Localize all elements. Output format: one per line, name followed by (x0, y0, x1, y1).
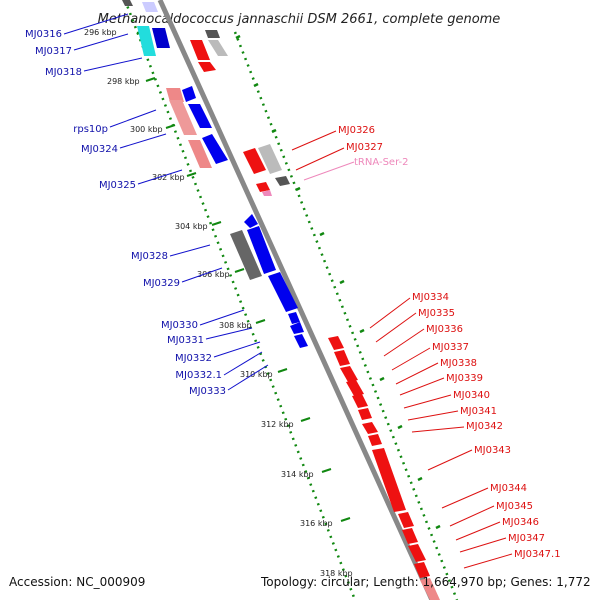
scale-label: 298 kbp (107, 77, 140, 86)
left-features (122, 0, 308, 348)
gene-label[interactable]: tRNA-Ser-2 (354, 157, 409, 168)
gene-label[interactable]: MJ0335 (418, 308, 455, 319)
scale-label: 304 kbp (175, 222, 208, 231)
gene-label[interactable]: MJ0334 (412, 292, 449, 303)
gene-feature (408, 544, 426, 562)
accession-text: Accession: NC_000909 (9, 575, 146, 589)
gene-feature (208, 40, 228, 56)
gene-feature (182, 86, 196, 102)
gene-feature (275, 176, 290, 186)
gene-label[interactable]: MJ0331 (167, 335, 204, 346)
gene-label[interactable]: MJ0318 (45, 67, 82, 78)
gene-label[interactable]: MJ0346 (502, 517, 539, 528)
gene-feature (340, 366, 358, 382)
gene-feature (294, 334, 308, 348)
gene-label[interactable]: MJ0327 (346, 142, 383, 153)
scale-label: 302 kbp (152, 173, 185, 182)
gene-feature (122, 0, 133, 6)
trna-feature (262, 190, 272, 196)
right-gene-labels: MJ0326 MJ0327 tRNA-Ser-2 MJ0334 MJ0335 M… (338, 125, 561, 560)
gene-label[interactable]: MJ0342 (466, 421, 503, 432)
gene-feature (137, 26, 156, 56)
gene-label[interactable]: MJ0344 (490, 483, 527, 494)
gene-label[interactable]: MJ0333 (189, 386, 226, 397)
gene-label[interactable]: MJ0341 (460, 406, 497, 417)
map-title: Methanocaldococcus jannaschii DSM 2661, … (98, 12, 501, 27)
gene-label[interactable]: rps10p (73, 124, 108, 135)
gene-feature (198, 62, 216, 72)
gene-feature (372, 448, 406, 512)
gene-feature (346, 380, 364, 396)
gene-feature (188, 104, 212, 128)
scale-label: 306 kbp (197, 270, 230, 279)
gene-feature (398, 512, 414, 528)
gene-feature (334, 350, 350, 366)
gene-label[interactable]: MJ0332.1 (175, 370, 222, 381)
gene-feature (166, 88, 184, 102)
gene-label[interactable]: MJ0325 (99, 180, 136, 191)
gene-feature (288, 312, 300, 324)
gene-label[interactable]: MJ0332 (175, 353, 212, 364)
scale-label: 314 kbp (281, 470, 314, 479)
gene-label[interactable]: MJ0343 (474, 445, 511, 456)
gene-label[interactable]: MJ0338 (440, 358, 477, 369)
genome-summary-text: Topology: circular; Length: 1,664,970 bp… (261, 575, 591, 589)
gene-feature (142, 2, 158, 12)
gene-feature (256, 182, 270, 192)
gene-feature (358, 408, 372, 420)
gene-feature (420, 578, 440, 600)
gene-feature (169, 100, 197, 135)
gene-feature (352, 394, 368, 408)
gene-feature (243, 148, 266, 174)
gene-feature (188, 140, 212, 168)
gene-feature (152, 28, 170, 48)
right-ruler-ticks (235, 34, 441, 530)
gene-label[interactable]: MJ0330 (161, 320, 198, 331)
gene-label[interactable]: MJ0329 (143, 278, 180, 289)
left-leader-lines (63, 13, 269, 391)
scale-label: 308 kbp (219, 321, 252, 330)
gene-feature (258, 144, 282, 174)
scale-label: 318 kbp (320, 569, 353, 578)
gene-label[interactable]: MJ0328 (131, 251, 168, 262)
gene-feature (268, 272, 298, 312)
gene-label[interactable]: MJ0337 (432, 342, 469, 353)
scale-labels: 296 kbp 298 kbp 300 kbp 302 kbp 304 kbp … (84, 28, 353, 578)
scale-label: 300 kbp (130, 125, 163, 134)
gene-label[interactable]: MJ0336 (426, 324, 463, 335)
gene-label[interactable]: MJ0326 (338, 125, 375, 136)
gene-feature (244, 214, 258, 228)
left-gene-labels: MJ0316 MJ0317 MJ0318 rps10p MJ0324 MJ032… (25, 29, 226, 397)
gene-label[interactable]: MJ0317 (35, 46, 72, 57)
gene-feature (402, 528, 418, 544)
gene-label[interactable]: MJ0340 (453, 390, 490, 401)
gene-feature (247, 226, 276, 274)
gene-label[interactable]: MJ0316 (25, 29, 62, 40)
gene-label[interactable]: MJ0347.1 (514, 549, 561, 560)
scale-label: 310 kbp (240, 370, 273, 379)
gene-feature (368, 434, 382, 446)
gene-feature (414, 562, 430, 578)
gene-feature (362, 422, 378, 434)
scale-label: 296 kbp (84, 28, 117, 37)
trna-leader-line (303, 161, 355, 181)
gene-label[interactable]: MJ0345 (496, 501, 533, 512)
gene-label[interactable]: MJ0324 (81, 144, 118, 155)
right-features (190, 30, 440, 600)
gene-feature (205, 30, 220, 38)
left-scale-ruler (123, 0, 357, 600)
gene-label[interactable]: MJ0347 (508, 533, 545, 544)
gene-feature (328, 336, 344, 350)
scale-label: 312 kbp (261, 420, 294, 429)
gene-feature (290, 322, 304, 334)
gene-label[interactable]: MJ0339 (446, 373, 483, 384)
gene-feature (202, 134, 228, 164)
scale-label: 316 kbp (300, 519, 333, 528)
genome-backbone (157, 0, 435, 600)
gene-feature (190, 40, 210, 60)
right-leader-lines (291, 130, 513, 569)
gene-feature (230, 230, 262, 280)
